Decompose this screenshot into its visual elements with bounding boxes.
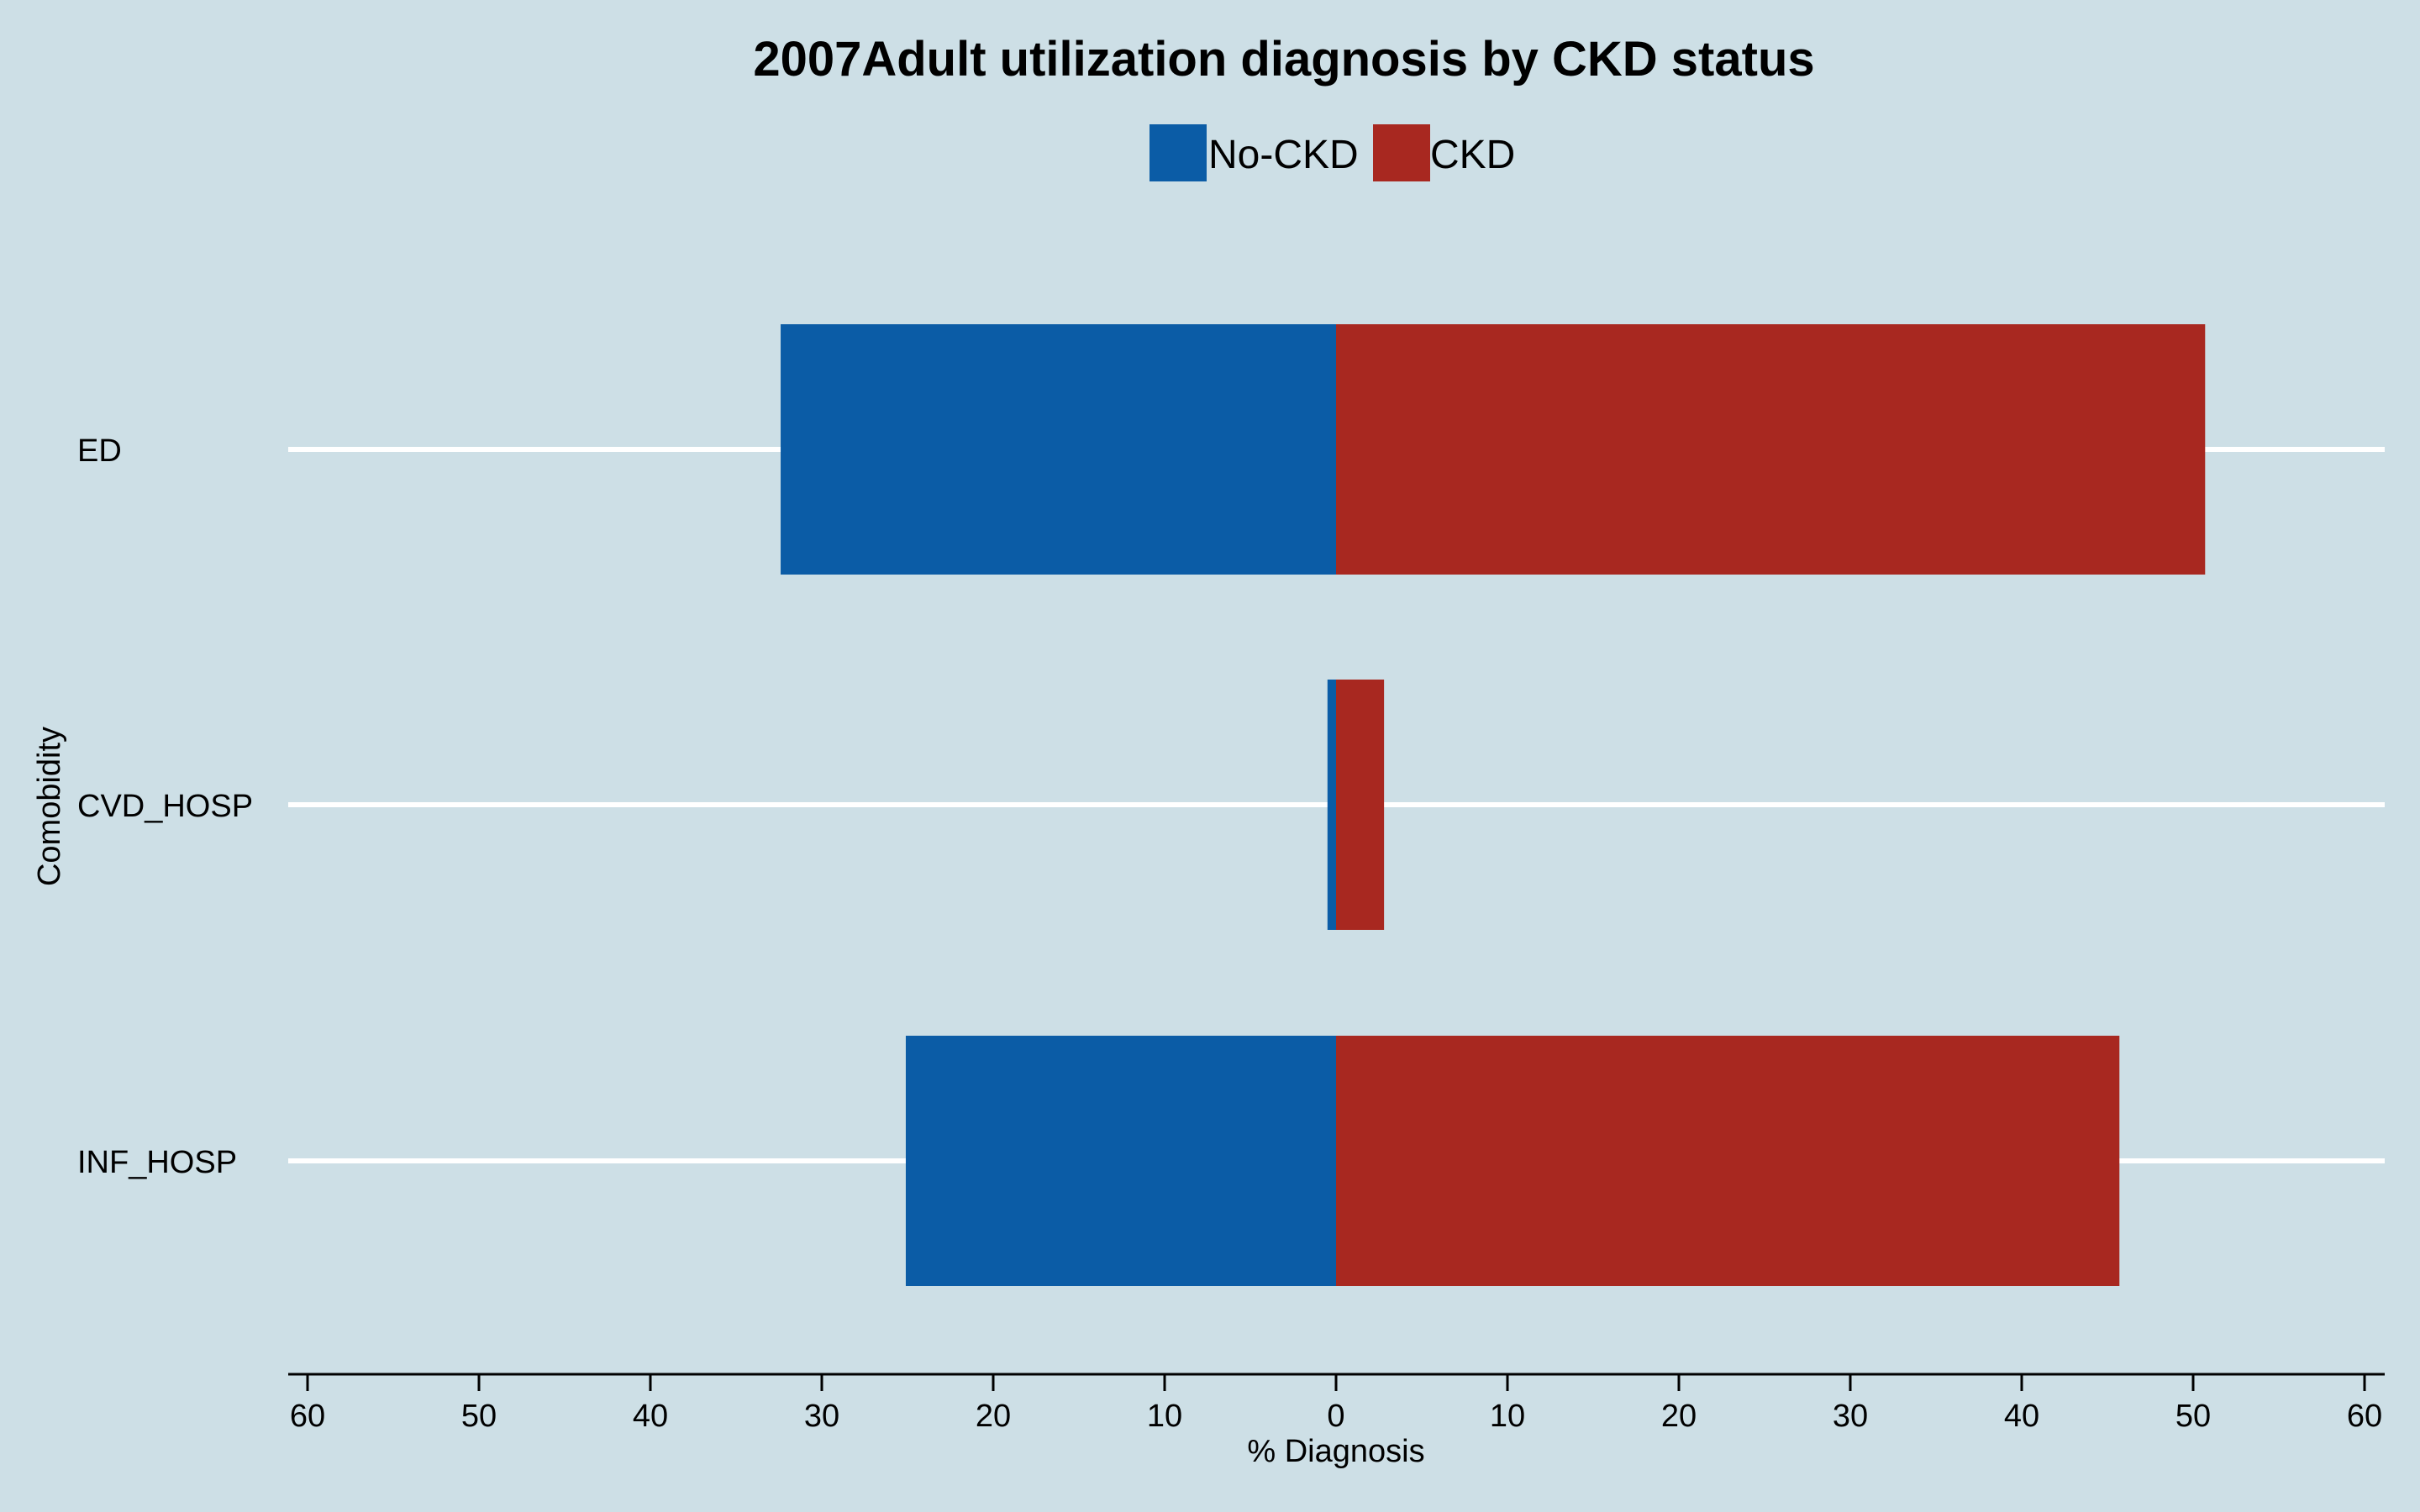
x-axis-title: % Diagnosis <box>1247 1434 1424 1469</box>
x-axis: 60 50 40 30 20 10 0 10 20 30 40 50 60 <box>288 1373 2385 1434</box>
category-labels: ED CVD_HOSP INF_HOSP <box>77 433 253 1180</box>
bars <box>781 324 2206 1286</box>
bar-ckd-inf_hosp <box>1336 1036 2120 1286</box>
bar-ckd-cvd_hosp <box>1336 680 1385 930</box>
bar-no-ckd-inf_hosp <box>905 1036 1336 1286</box>
bar-ckd-ed <box>1336 324 2206 575</box>
legend-swatch <box>1150 124 1207 181</box>
legend-item-ckd: CKD <box>1373 124 1515 181</box>
x-tick-label: 30 <box>804 1399 839 1434</box>
x-tick-label: 60 <box>2347 1399 2382 1434</box>
x-tick-label: 50 <box>2175 1399 2211 1434</box>
x-tick-label: 10 <box>1147 1399 1182 1434</box>
x-tick-label: 60 <box>290 1399 325 1434</box>
x-tick-label: 20 <box>1661 1399 1697 1434</box>
x-tick-label: 20 <box>976 1399 1011 1434</box>
legend-label: CKD <box>1430 133 1515 177</box>
category-label: ED <box>77 433 122 469</box>
legend: No-CKD CKD <box>1150 124 1515 181</box>
x-tick-label: 30 <box>1833 1399 1868 1434</box>
x-tick-label: 10 <box>1490 1399 1525 1434</box>
x-tick-label: 0 <box>1327 1399 1344 1434</box>
x-tick-label: 40 <box>633 1399 668 1434</box>
legend-label: No-CKD <box>1208 133 1359 177</box>
bar-no-ckd-ed <box>781 324 1336 575</box>
legend-swatch <box>1373 124 1430 181</box>
category-label: CVD_HOSP <box>77 789 253 824</box>
y-axis-title: Comobidity <box>32 727 67 886</box>
bar-no-ckd-cvd_hosp <box>1327 680 1336 930</box>
legend-item-no-ckd: No-CKD <box>1150 124 1359 181</box>
chart-title: 2007Adult utilization diagnosis by CKD s… <box>753 32 1814 87</box>
x-tick-label: 40 <box>2004 1399 2039 1434</box>
category-label: INF_HOSP <box>77 1145 237 1180</box>
x-tick-label: 50 <box>461 1399 497 1434</box>
